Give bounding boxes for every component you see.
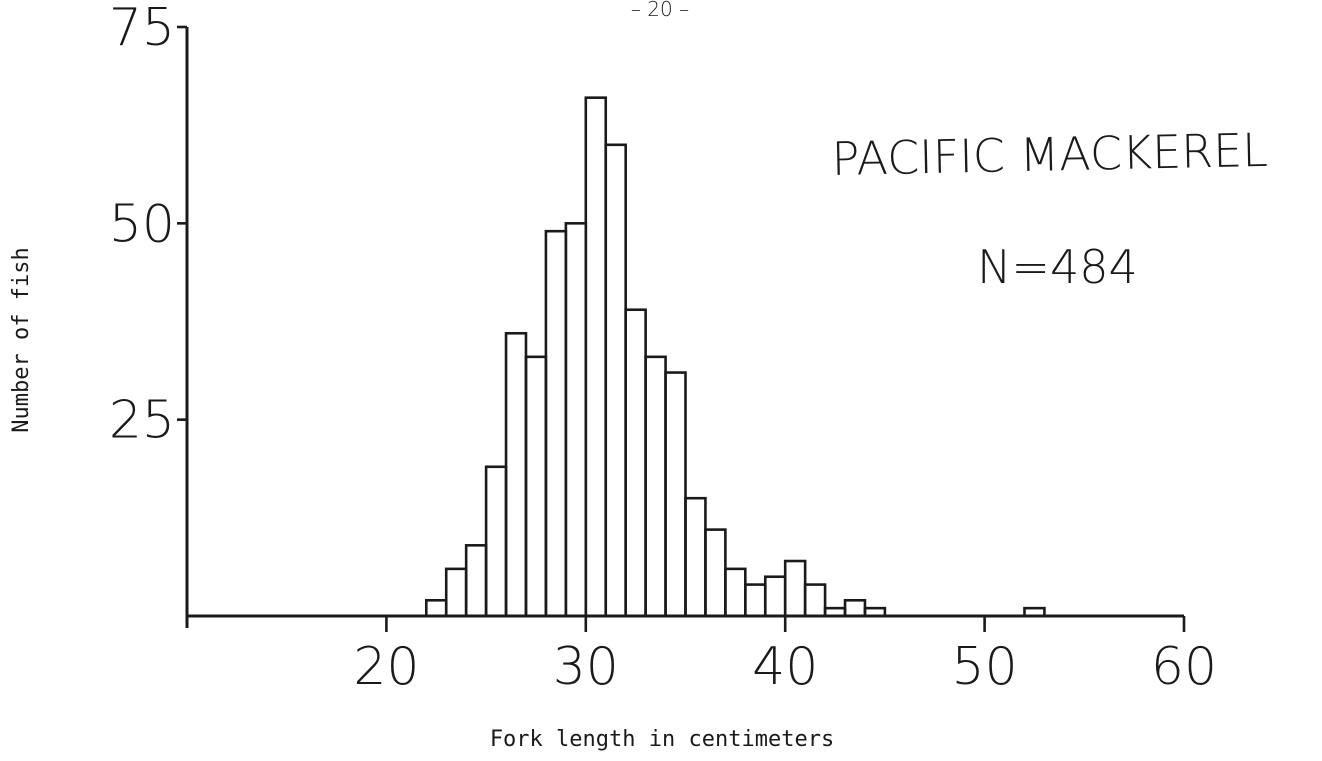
y-tick-label: 50 [109, 194, 175, 254]
histogram-bar [863, 606, 887, 618]
histogram-bar [644, 355, 667, 618]
histogram-bar [704, 528, 727, 618]
y-axis-title: Number of fish [9, 247, 34, 432]
sample-size-annotation: N=484 [977, 240, 1138, 294]
page-number: – 20 – [631, 0, 689, 21]
histogram-bar [1023, 606, 1046, 618]
histogram-bar [744, 583, 767, 618]
x-tick-label: 20 [353, 637, 419, 697]
x-tick-label: 30 [553, 637, 619, 697]
histogram-bar [843, 598, 867, 618]
x-tick-label: 40 [752, 637, 818, 697]
species-annotation: PACIFIC MACKEREL [831, 123, 1268, 186]
x-tick-label: 50 [952, 637, 1018, 697]
histogram-bar [783, 559, 807, 618]
histogram-bar [624, 308, 647, 618]
y-tick-label: 75 [109, 0, 175, 58]
histogram-bar [504, 331, 528, 618]
histogram-bar [424, 598, 448, 618]
histogram-bar [664, 371, 687, 618]
histogram-bar [444, 567, 468, 618]
histogram-bar [524, 355, 548, 618]
histogram-bar [763, 575, 787, 618]
histogram-bar [684, 496, 707, 618]
x-axis-title: Fork length in centimeters [490, 727, 834, 752]
histogram-bar [823, 606, 847, 618]
histogram-bar [564, 222, 588, 618]
histogram-bar [484, 465, 508, 618]
y-tick-label: 25 [109, 391, 175, 451]
histogram-bar [803, 583, 827, 618]
histogram-bar [464, 544, 488, 618]
x-tick-label: 60 [1151, 637, 1217, 697]
histogram-bar [584, 96, 608, 618]
histogram-bar [724, 567, 747, 618]
histogram-bar [544, 229, 568, 618]
histogram-bar [604, 143, 627, 618]
